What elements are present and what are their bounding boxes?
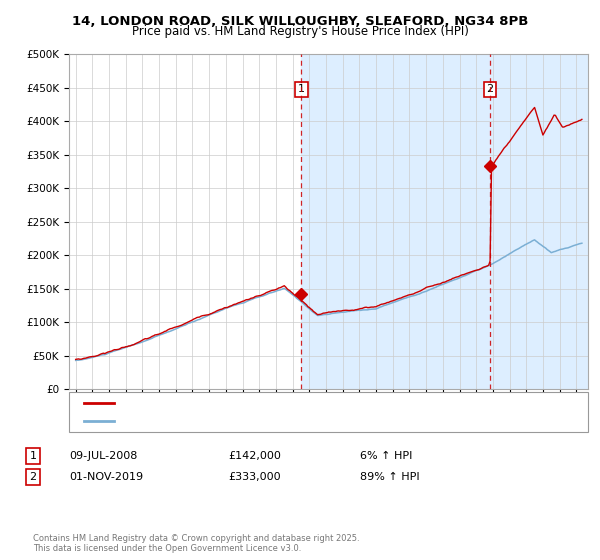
Text: HPI: Average price, semi-detached house, North Kesteven: HPI: Average price, semi-detached house,… <box>120 416 403 426</box>
Text: 14, LONDON ROAD, SILK WILLOUGHBY, SLEAFORD, NG34 8PB (semi-detached house): 14, LONDON ROAD, SILK WILLOUGHBY, SLEAFO… <box>120 398 538 408</box>
Text: £333,000: £333,000 <box>228 472 281 482</box>
Text: 1: 1 <box>298 85 305 95</box>
Text: 01-NOV-2019: 01-NOV-2019 <box>69 472 143 482</box>
Bar <box>301 54 588 389</box>
Text: £142,000: £142,000 <box>228 451 281 461</box>
Text: Contains HM Land Registry data © Crown copyright and database right 2025.
This d: Contains HM Land Registry data © Crown c… <box>33 534 359 553</box>
Text: 2: 2 <box>487 85 494 95</box>
Text: 2: 2 <box>29 472 37 482</box>
Text: 89% ↑ HPI: 89% ↑ HPI <box>360 472 419 482</box>
Text: Price paid vs. HM Land Registry's House Price Index (HPI): Price paid vs. HM Land Registry's House … <box>131 25 469 38</box>
Text: 1: 1 <box>29 451 37 461</box>
Text: 09-JUL-2008: 09-JUL-2008 <box>69 451 137 461</box>
Text: 6% ↑ HPI: 6% ↑ HPI <box>360 451 412 461</box>
Text: 14, LONDON ROAD, SILK WILLOUGHBY, SLEAFORD, NG34 8PB: 14, LONDON ROAD, SILK WILLOUGHBY, SLEAFO… <box>72 15 528 27</box>
